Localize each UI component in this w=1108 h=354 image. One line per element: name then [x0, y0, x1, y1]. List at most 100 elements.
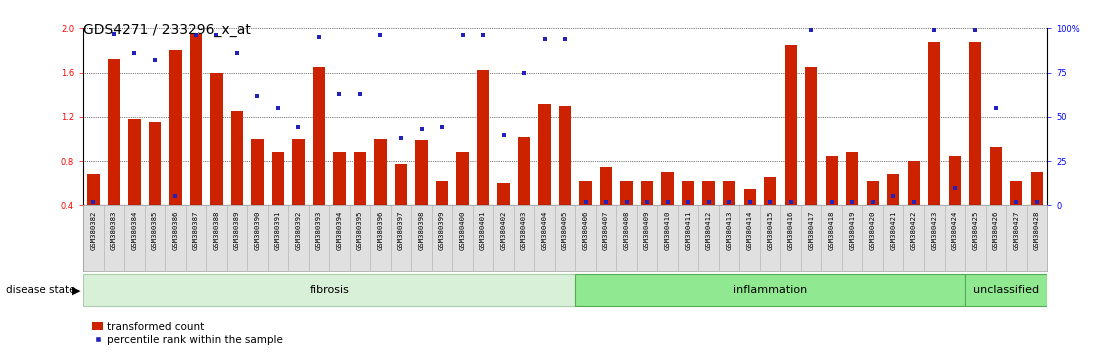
Bar — [599, 167, 613, 205]
Text: GSM380382: GSM380382 — [91, 211, 96, 250]
Bar — [970, 42, 982, 205]
Text: GSM380399: GSM380399 — [439, 211, 445, 250]
Bar — [497, 183, 510, 205]
Bar — [765, 177, 777, 205]
Bar — [847, 152, 859, 205]
Point — [1007, 199, 1025, 205]
Bar — [435, 181, 448, 205]
Point — [966, 27, 984, 33]
Bar — [683, 181, 695, 205]
Bar — [866, 181, 879, 205]
Point — [782, 199, 800, 205]
Point — [515, 70, 533, 75]
Text: GSM380395: GSM380395 — [357, 211, 363, 250]
Bar — [575, 274, 965, 306]
Text: inflammation: inflammation — [733, 285, 808, 295]
Point — [946, 185, 964, 190]
Text: GSM380412: GSM380412 — [706, 211, 711, 250]
Point — [535, 36, 553, 42]
Text: ▶: ▶ — [72, 285, 81, 295]
Text: GSM380426: GSM380426 — [993, 211, 998, 250]
Point — [310, 34, 328, 40]
Bar — [888, 175, 900, 205]
Text: GSM380387: GSM380387 — [193, 211, 199, 250]
Bar — [620, 181, 633, 205]
Bar — [724, 181, 736, 205]
Point — [720, 199, 738, 205]
Text: GSM380421: GSM380421 — [890, 211, 896, 250]
Bar — [252, 139, 264, 205]
Text: GSM380413: GSM380413 — [726, 211, 732, 250]
Text: unclassified: unclassified — [973, 285, 1039, 295]
Text: GSM380394: GSM380394 — [337, 211, 342, 250]
Text: GSM380397: GSM380397 — [398, 211, 404, 250]
Point — [125, 50, 143, 56]
Point — [884, 194, 902, 199]
Point — [84, 199, 102, 205]
Text: GSM380406: GSM380406 — [583, 211, 588, 250]
Point — [330, 91, 348, 97]
Text: GSM380418: GSM380418 — [829, 211, 834, 250]
Text: GSM380401: GSM380401 — [480, 211, 486, 250]
Bar — [517, 137, 531, 205]
Bar — [1030, 172, 1043, 205]
Bar — [806, 67, 818, 205]
Point — [433, 125, 451, 130]
Point — [371, 33, 389, 38]
Bar — [189, 34, 202, 205]
Point — [351, 91, 369, 97]
Text: GSM380396: GSM380396 — [378, 211, 383, 250]
Bar — [640, 181, 654, 205]
Bar — [456, 152, 469, 205]
Point — [474, 33, 492, 38]
Text: GSM380390: GSM380390 — [255, 211, 260, 250]
Point — [987, 105, 1005, 111]
Text: GSM380386: GSM380386 — [173, 211, 178, 250]
Bar — [929, 42, 941, 205]
Text: GSM380384: GSM380384 — [132, 211, 137, 250]
Point — [392, 135, 410, 141]
Text: GSM380425: GSM380425 — [973, 211, 978, 250]
Bar — [88, 175, 100, 205]
Text: GSM380383: GSM380383 — [111, 211, 116, 250]
Text: GSM380423: GSM380423 — [931, 211, 937, 250]
Bar — [948, 155, 961, 205]
Bar — [825, 155, 838, 205]
Point — [700, 199, 718, 205]
Text: GSM380403: GSM380403 — [521, 211, 527, 250]
Bar — [394, 164, 407, 205]
Point — [638, 199, 656, 205]
Text: GSM380419: GSM380419 — [849, 211, 855, 250]
Bar — [907, 161, 920, 205]
Point — [289, 125, 307, 130]
Point — [187, 33, 205, 38]
Bar — [129, 119, 141, 205]
Point — [741, 199, 759, 205]
Text: GSM380420: GSM380420 — [870, 211, 875, 250]
Bar — [1010, 181, 1023, 205]
Point — [843, 199, 861, 205]
Point — [269, 105, 287, 111]
Point — [802, 27, 820, 33]
Text: GSM380404: GSM380404 — [542, 211, 547, 250]
Text: GSM380415: GSM380415 — [767, 211, 773, 250]
Point — [248, 93, 266, 98]
Text: GSM380400: GSM380400 — [460, 211, 465, 250]
Point — [228, 50, 246, 56]
Bar — [334, 152, 346, 205]
Text: GSM380422: GSM380422 — [911, 211, 916, 250]
Point — [494, 132, 512, 137]
Point — [659, 199, 677, 205]
Text: GSM380405: GSM380405 — [562, 211, 568, 250]
Text: GSM380410: GSM380410 — [665, 211, 670, 250]
Text: GSM380416: GSM380416 — [788, 211, 793, 250]
Bar — [416, 140, 428, 205]
Point — [166, 194, 184, 199]
Text: GSM380408: GSM380408 — [624, 211, 629, 250]
Text: GSM380391: GSM380391 — [275, 211, 281, 250]
Bar — [230, 111, 243, 205]
Bar — [375, 139, 387, 205]
Bar — [211, 73, 223, 205]
Bar — [293, 139, 305, 205]
Text: GSM380409: GSM380409 — [644, 211, 650, 250]
